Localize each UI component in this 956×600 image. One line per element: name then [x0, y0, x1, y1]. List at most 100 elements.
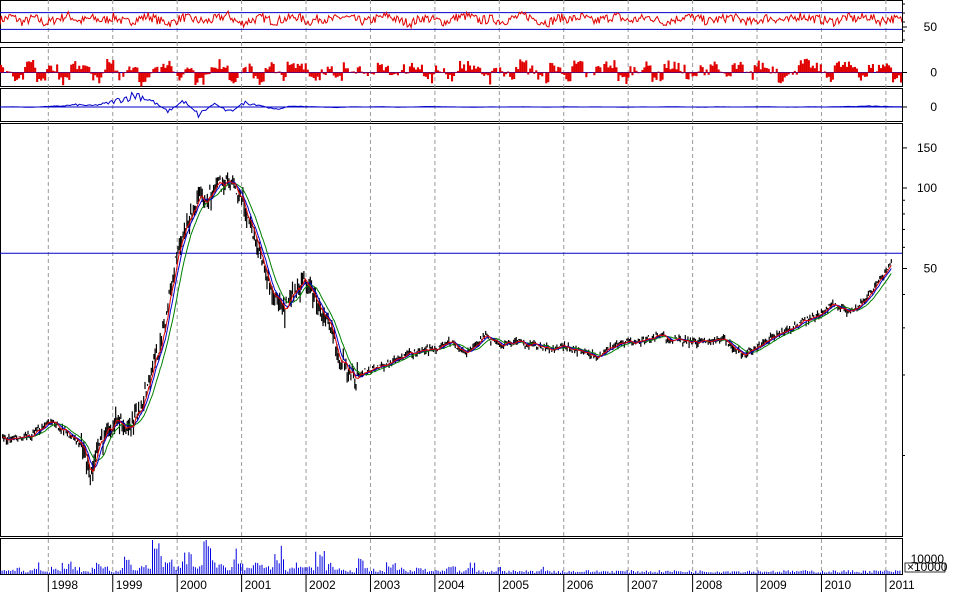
momentum-bar: [553, 66, 555, 73]
momentum-bar: [688, 73, 690, 80]
momentum-bar: [575, 64, 577, 73]
momentum-bar: [60, 73, 62, 78]
momentum-bar: [375, 73, 377, 74]
momentum-bar: [539, 73, 541, 76]
oscillator-tick-label-0: 0: [930, 100, 937, 114]
momentum-bar: [690, 73, 692, 74]
momentum-bar: [495, 68, 497, 73]
momentum-bar: [2, 67, 4, 72]
momentum-bar: [156, 67, 158, 73]
momentum-bar: [595, 67, 597, 73]
price-panel-frame: [1, 124, 903, 537]
momentum-bar: [571, 66, 573, 72]
momentum-bar: [832, 73, 834, 80]
momentum-bar: [78, 66, 80, 73]
momentum-bar: [423, 73, 425, 77]
momentum-bar: [886, 64, 888, 73]
momentum-bar: [782, 73, 784, 82]
momentum-bar: [343, 62, 345, 72]
momentum-bar: [393, 73, 395, 75]
momentum-bar: [126, 70, 128, 72]
momentum-bar: [802, 64, 804, 73]
momentum-bar: [108, 62, 110, 72]
momentum-bar: [261, 73, 263, 83]
momentum-bar: [511, 73, 513, 80]
momentum-bar: [764, 68, 766, 73]
momentum-bar: [66, 73, 68, 78]
volume-unit-label: ×10000: [907, 560, 948, 574]
momentum-bar: [453, 73, 455, 77]
momentum-bar: [54, 71, 56, 72]
momentum-bar: [335, 73, 337, 78]
momentum-bar: [712, 66, 714, 73]
momentum-bar: [104, 70, 106, 73]
momentum-bar: [605, 62, 607, 73]
panel-frames: [1, 1, 903, 575]
momentum-bar: [792, 73, 794, 75]
momentum-bar: [537, 73, 539, 80]
momentum-bar: [22, 73, 24, 80]
momentum-bar: [190, 68, 192, 72]
momentum-bar: [507, 72, 509, 73]
momentum-bar: [561, 73, 563, 75]
momentum-bar: [631, 73, 633, 76]
momentum-bar: [621, 73, 623, 78]
momentum-bar: [627, 73, 629, 78]
oscillator-line: [0, 93, 902, 118]
momentum-bar: [229, 73, 231, 81]
momentum-bar: [724, 73, 726, 74]
momentum-bar: [694, 73, 696, 76]
momentum-bar: [662, 73, 664, 80]
momentum-bar: [461, 68, 463, 72]
momentum-bar: [762, 63, 764, 73]
momentum-bar: [269, 67, 271, 73]
momentum-bar: [353, 71, 355, 72]
momentum-bar: [680, 71, 682, 73]
momentum-bar: [734, 63, 736, 72]
momentum-bar: [28, 61, 30, 72]
momentum-bar: [231, 73, 233, 82]
momentum-bar: [363, 73, 365, 74]
momentum-bar: [471, 70, 473, 73]
momentum-bar: [88, 67, 90, 73]
momentum-bar: [42, 73, 44, 79]
rsi-tick-label-50: 50: [924, 20, 938, 34]
momentum-bar: [377, 63, 379, 73]
momentum-bar: [359, 66, 361, 72]
momentum-bar: [714, 62, 716, 73]
volume-panel: [0, 540, 900, 574]
momentum-bar: [465, 71, 467, 73]
momentum-bar: [64, 73, 66, 78]
momentum-bar: [16, 73, 18, 80]
momentum-bar: [728, 73, 730, 76]
momentum-bar: [563, 73, 565, 76]
momentum-bar: [403, 64, 405, 72]
momentum-bar: [202, 73, 204, 85]
momentum-bar: [14, 73, 16, 82]
momentum-bar: [110, 64, 112, 73]
momentum-bar: [884, 66, 886, 72]
momentum-bar: [527, 73, 529, 75]
momentum-bar: [900, 73, 902, 83]
momentum-bar: [347, 68, 349, 72]
momentum-bar: [704, 73, 706, 76]
momentum-bar: [467, 61, 469, 72]
momentum-bar: [62, 73, 64, 86]
momentum-bar: [477, 67, 479, 73]
momentum-bar: [696, 73, 698, 77]
momentum-bar: [379, 65, 381, 73]
momentum-bar: [796, 73, 798, 75]
momentum-bar: [192, 70, 194, 72]
momentum-bar: [898, 73, 900, 76]
momentum-bar: [499, 67, 501, 72]
momentum-bar: [882, 65, 884, 73]
momentum-bar: [307, 70, 309, 73]
momentum-bar: [798, 65, 800, 72]
momentum-bar: [38, 73, 40, 80]
momentum-bar: [373, 73, 375, 75]
momentum-bar: [84, 66, 86, 73]
momentum-bar: [868, 65, 870, 73]
momentum-bar: [726, 73, 728, 77]
